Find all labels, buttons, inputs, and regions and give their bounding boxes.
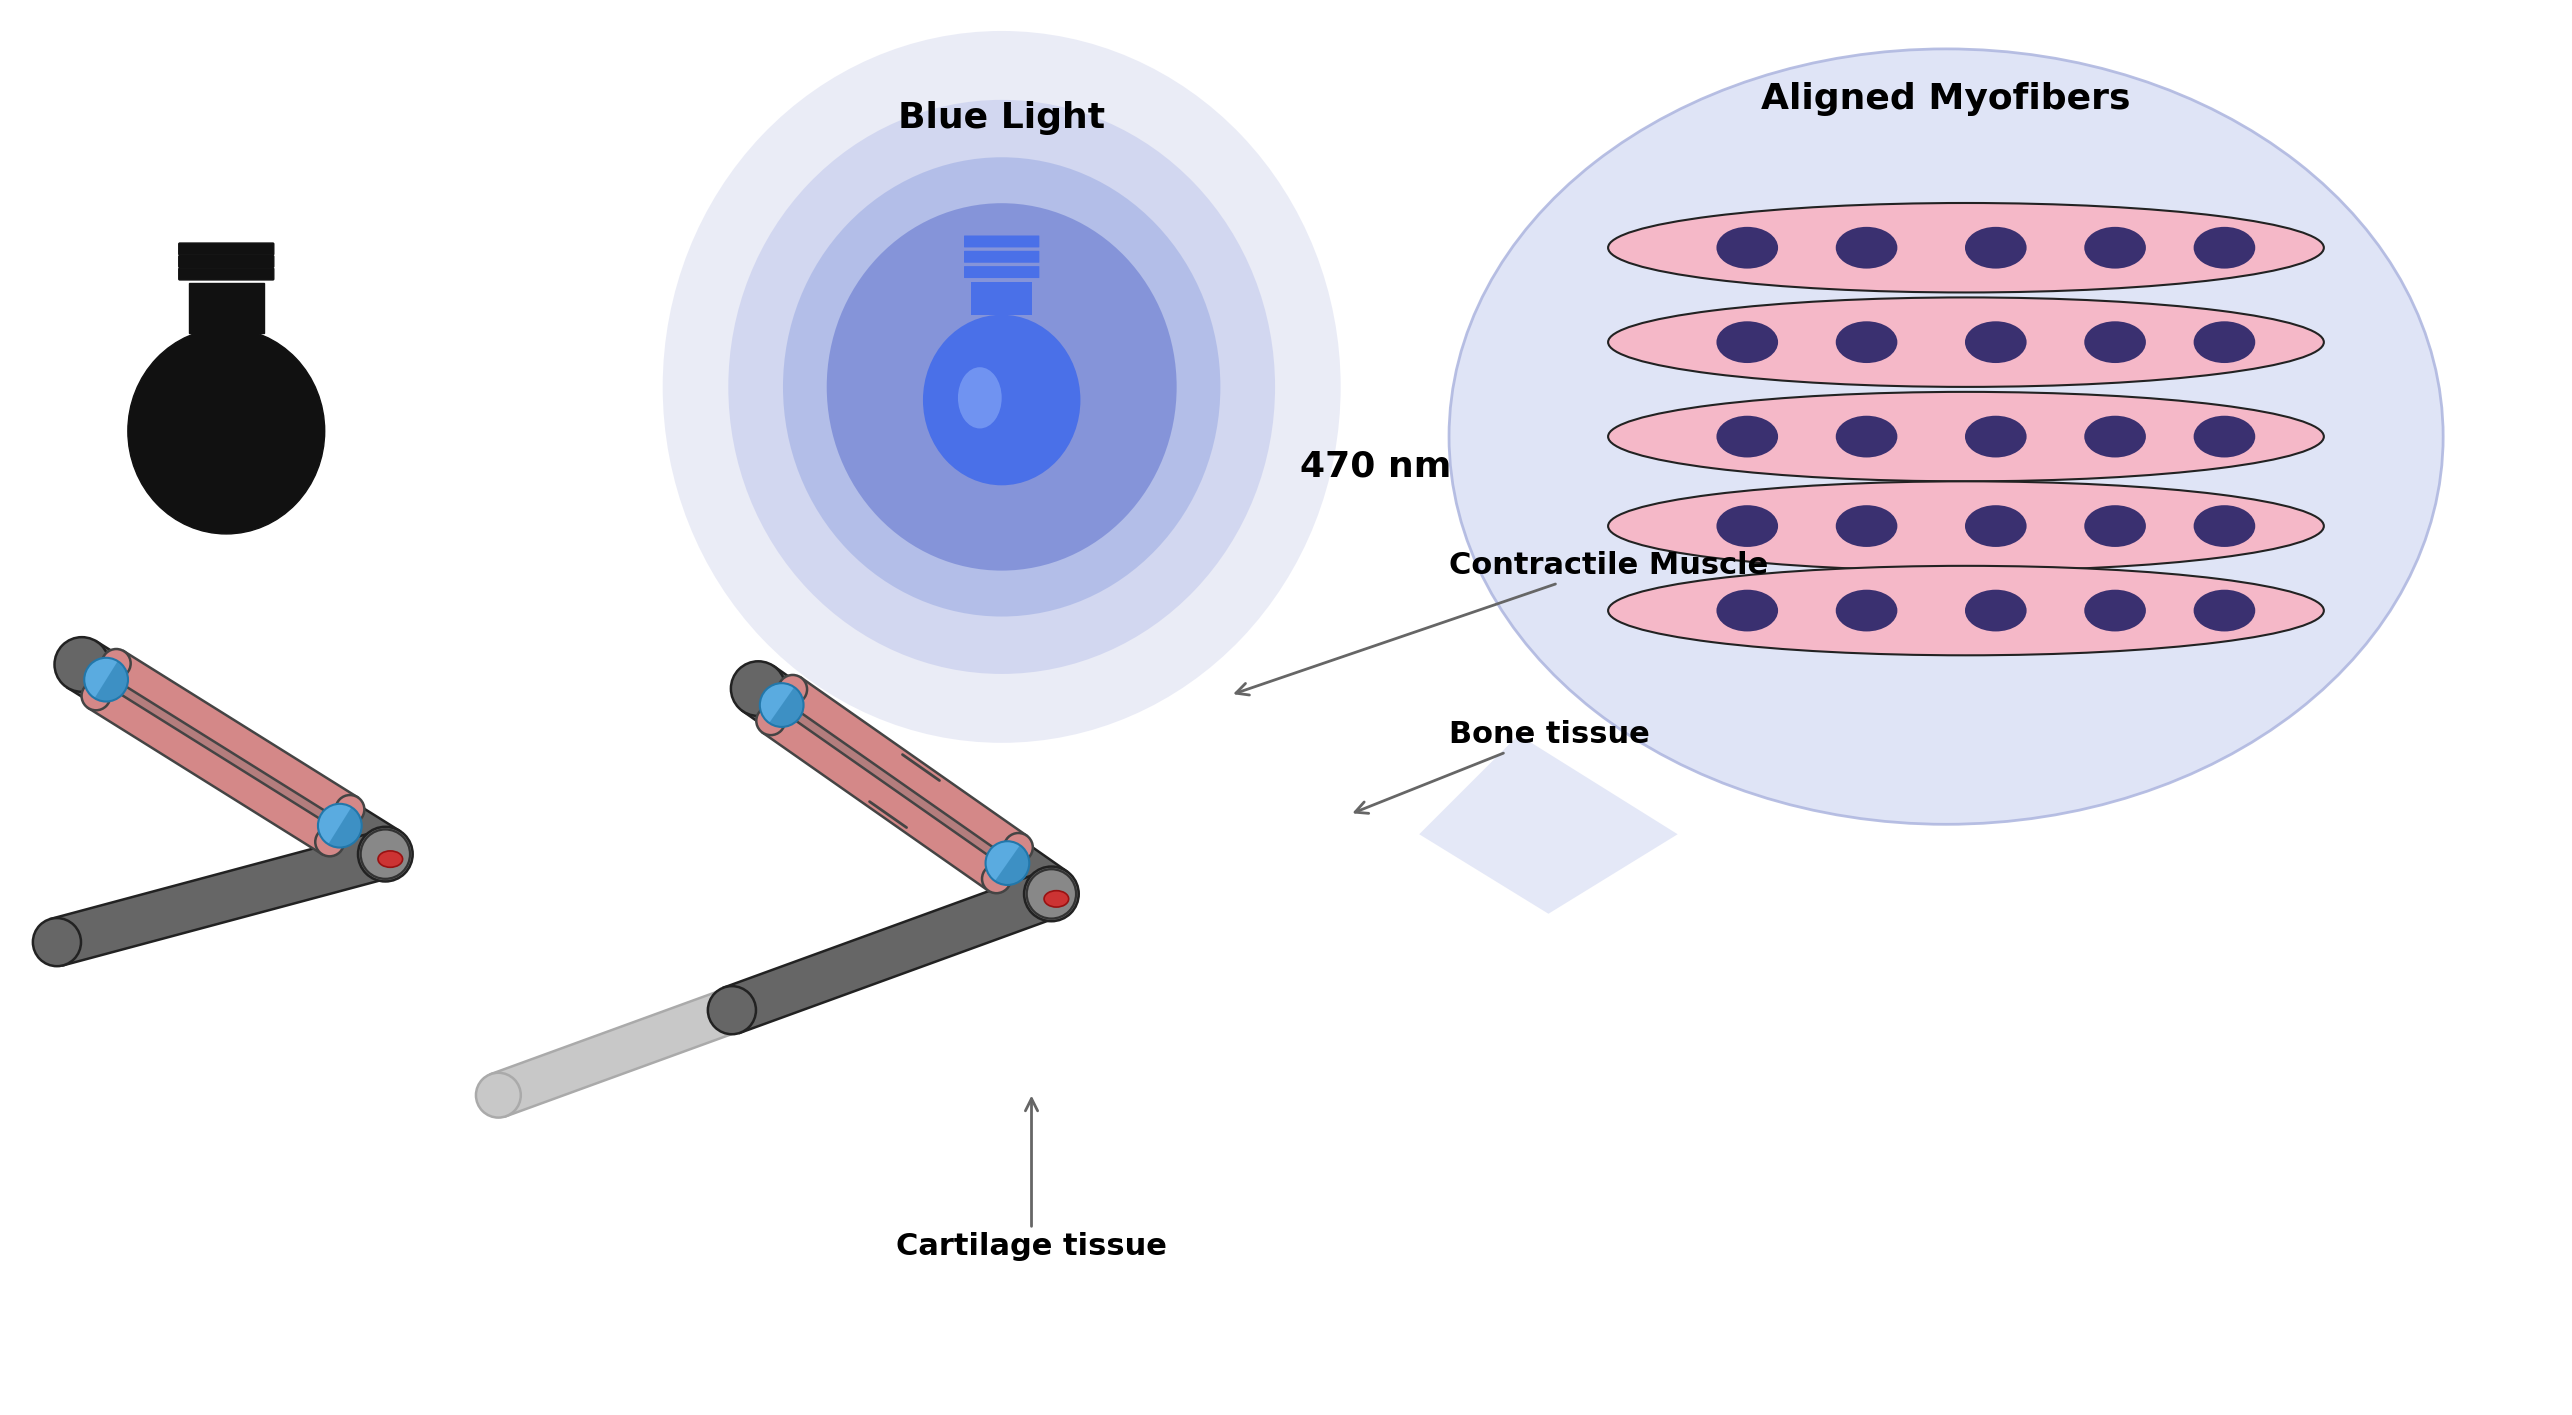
Ellipse shape xyxy=(1024,866,1078,921)
Ellipse shape xyxy=(358,826,412,882)
Ellipse shape xyxy=(1965,590,2027,631)
Ellipse shape xyxy=(1716,416,1777,457)
Ellipse shape xyxy=(983,865,1011,893)
Ellipse shape xyxy=(957,368,1001,429)
FancyBboxPatch shape xyxy=(180,267,273,280)
Text: Bone tissue: Bone tissue xyxy=(1355,720,1649,814)
Ellipse shape xyxy=(2083,416,2145,457)
Ellipse shape xyxy=(1716,226,1777,269)
Text: Aligned Myofibers: Aligned Myofibers xyxy=(1762,82,2130,116)
Polygon shape xyxy=(491,989,741,1116)
Ellipse shape xyxy=(85,658,129,702)
Polygon shape xyxy=(67,641,399,877)
Ellipse shape xyxy=(1026,870,1075,918)
Ellipse shape xyxy=(2083,226,2145,269)
Ellipse shape xyxy=(1608,297,2325,386)
Ellipse shape xyxy=(1044,890,1067,907)
Ellipse shape xyxy=(985,842,1029,884)
Ellipse shape xyxy=(129,328,324,533)
Polygon shape xyxy=(723,872,1060,1033)
Ellipse shape xyxy=(82,682,111,710)
Ellipse shape xyxy=(1836,321,1898,364)
Ellipse shape xyxy=(2194,321,2256,364)
Ellipse shape xyxy=(1716,590,1777,631)
Text: 470 nm: 470 nm xyxy=(1299,450,1451,484)
Ellipse shape xyxy=(2194,416,2256,457)
Ellipse shape xyxy=(1608,566,2325,655)
Ellipse shape xyxy=(1716,505,1777,548)
Polygon shape xyxy=(772,689,1019,879)
Ellipse shape xyxy=(1716,321,1777,364)
Ellipse shape xyxy=(319,804,363,848)
Ellipse shape xyxy=(1608,392,2325,481)
Ellipse shape xyxy=(2194,505,2256,548)
Polygon shape xyxy=(761,709,1006,890)
Wedge shape xyxy=(769,688,802,727)
Text: Cartilage tissue: Cartilage tissue xyxy=(895,1098,1168,1261)
Ellipse shape xyxy=(782,157,1219,617)
Ellipse shape xyxy=(360,829,409,879)
Ellipse shape xyxy=(1965,416,2027,457)
Text: Contractile Muscle: Contractile Muscle xyxy=(1237,552,1770,695)
Bar xyxy=(188,283,265,333)
Ellipse shape xyxy=(756,706,784,736)
Ellipse shape xyxy=(728,100,1276,674)
Ellipse shape xyxy=(2194,590,2256,631)
Ellipse shape xyxy=(1608,202,2325,293)
FancyBboxPatch shape xyxy=(180,243,273,255)
FancyBboxPatch shape xyxy=(180,256,273,267)
Ellipse shape xyxy=(1448,50,2443,825)
Bar xyxy=(972,282,1031,314)
FancyBboxPatch shape xyxy=(964,235,1039,248)
Ellipse shape xyxy=(664,31,1340,743)
Polygon shape xyxy=(87,683,337,855)
Ellipse shape xyxy=(33,918,80,966)
Ellipse shape xyxy=(1836,226,1898,269)
Ellipse shape xyxy=(2083,590,2145,631)
Ellipse shape xyxy=(1965,226,2027,269)
Ellipse shape xyxy=(54,637,108,692)
Ellipse shape xyxy=(378,850,404,867)
Ellipse shape xyxy=(2194,226,2256,269)
Wedge shape xyxy=(329,807,363,848)
Ellipse shape xyxy=(1003,833,1034,862)
Polygon shape xyxy=(51,831,391,965)
Ellipse shape xyxy=(730,661,784,716)
Ellipse shape xyxy=(1965,321,2027,364)
Ellipse shape xyxy=(1026,869,1075,918)
Ellipse shape xyxy=(710,988,754,1033)
Ellipse shape xyxy=(1608,481,2325,570)
Ellipse shape xyxy=(1836,505,1898,548)
Ellipse shape xyxy=(360,831,409,879)
Ellipse shape xyxy=(1836,416,1898,457)
Wedge shape xyxy=(95,661,129,702)
Ellipse shape xyxy=(2083,321,2145,364)
Ellipse shape xyxy=(826,204,1175,570)
Ellipse shape xyxy=(103,649,131,678)
FancyBboxPatch shape xyxy=(964,266,1039,277)
Ellipse shape xyxy=(2083,505,2145,548)
Ellipse shape xyxy=(334,795,365,824)
Ellipse shape xyxy=(476,1073,520,1118)
Ellipse shape xyxy=(923,314,1080,485)
Polygon shape xyxy=(1420,734,1677,914)
Polygon shape xyxy=(784,678,1026,859)
Polygon shape xyxy=(743,666,1067,917)
Wedge shape xyxy=(995,845,1029,884)
Ellipse shape xyxy=(759,683,802,727)
Ellipse shape xyxy=(707,986,756,1034)
Polygon shape xyxy=(95,664,350,842)
Ellipse shape xyxy=(316,828,345,856)
Text: Blue Light: Blue Light xyxy=(898,102,1106,136)
Ellipse shape xyxy=(1836,590,1898,631)
Ellipse shape xyxy=(1037,880,1065,897)
Ellipse shape xyxy=(373,841,399,857)
FancyBboxPatch shape xyxy=(964,250,1039,263)
Ellipse shape xyxy=(1965,505,2027,548)
Ellipse shape xyxy=(779,675,808,703)
Polygon shape xyxy=(108,651,358,822)
